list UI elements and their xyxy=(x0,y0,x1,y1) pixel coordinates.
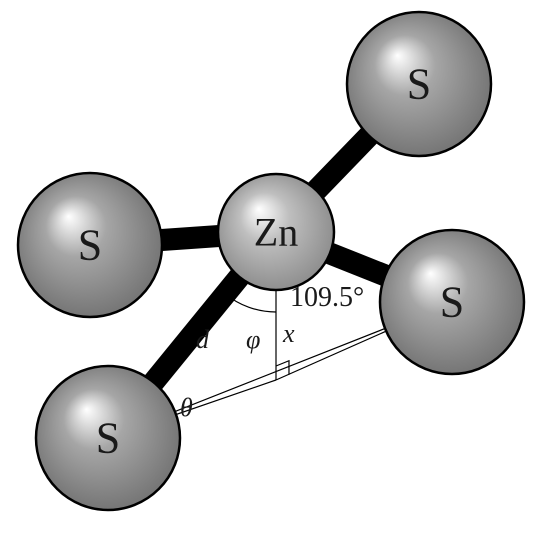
atom-s_bottom-label: S xyxy=(96,414,120,463)
annotation-phi: φ xyxy=(246,325,260,354)
atom-s_right-label: S xyxy=(440,278,464,327)
atom-s_bottom: S xyxy=(36,366,180,510)
atom-s_top: S xyxy=(347,12,491,156)
annotation-theta: θ xyxy=(180,393,193,422)
annotation-bond_len_d: d xyxy=(196,325,210,354)
atom-center-label: Zn xyxy=(254,210,298,255)
atom-s_top-label: S xyxy=(407,60,431,109)
atom-center: Zn xyxy=(218,174,334,290)
atom-s_right: S xyxy=(380,230,524,374)
atom-s_left-label: S xyxy=(78,221,102,270)
annotation-vertical_x: x xyxy=(282,319,295,348)
annotation-bond_angle: 109.5° xyxy=(290,282,364,313)
atom-s_left: S xyxy=(18,173,162,317)
molecule-diagram: S S S S Zn 109.5° xφ d θ xyxy=(0,0,539,535)
